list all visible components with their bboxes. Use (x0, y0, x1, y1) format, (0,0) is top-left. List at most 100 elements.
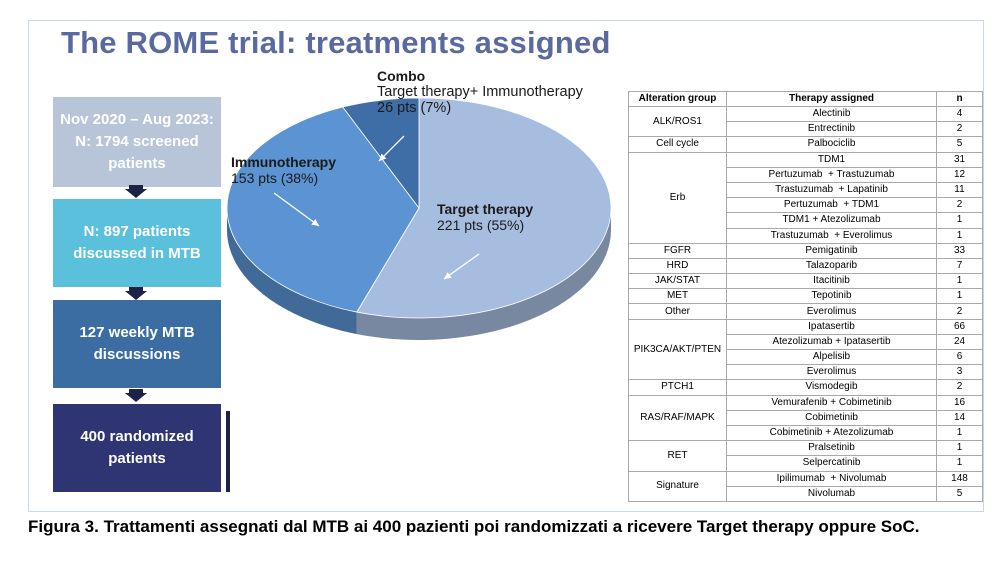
table-header-cell: Alteration group (628, 91, 727, 107)
pie-label-name: Combo (377, 68, 426, 84)
table-cell-group: RET (628, 440, 727, 472)
table-cell-n: 1 (936, 227, 983, 244)
table-cell-group: Erb (628, 151, 727, 244)
pie-label-value: Target therapy+ Immunotherapy 26 pts (7%… (377, 84, 583, 116)
table-cell-therapy: Tepotinib (726, 288, 937, 305)
pie-side-target-therapy (356, 208, 611, 340)
table-header-cell: n (936, 91, 983, 107)
table-cell-n: 31 (936, 151, 983, 168)
table-row: Other Everolimus 2 (628, 303, 983, 320)
flow-box-line: discussed in MTB (73, 245, 201, 262)
flow-box-screened: Nov 2020 – Aug 2023: N: 1794 screened pati… (53, 97, 221, 187)
table-cell-n: 1 (936, 440, 983, 457)
arrow-head-icon (311, 219, 319, 226)
table-cell-therapy: Ipatasertib (726, 318, 937, 335)
table-row: PTCH1 Vismodegib 2 (628, 379, 983, 396)
table-header-cell: Therapy assigned (726, 91, 937, 107)
table-cell-therapy: Alectinib (726, 105, 937, 123)
flow-box-line: patients (108, 155, 166, 172)
table-cell-group: PTCH1 (628, 379, 727, 396)
table-cell-therapy: Itacitinib (726, 273, 937, 290)
table-cell-n: 1 (936, 288, 983, 305)
figure-caption: Figura 3. Trattamenti assegnati dal MTB … (28, 517, 920, 536)
table-row: Erb TDM1 31 (628, 151, 983, 244)
table-cell-n: 12 (936, 166, 983, 183)
table-cell-therapy: Cobimetinib + Atezolizumab (726, 424, 937, 442)
table-cell-n: 5 (936, 485, 983, 502)
table-cell-n: 33 (936, 242, 983, 259)
table-cell-n: 6 (936, 348, 983, 366)
table-cell-group: FGFR (628, 242, 727, 259)
table-cell-therapy: Trastuzumab + Lapatinib (726, 181, 937, 199)
down-arrow-icon (125, 389, 147, 402)
table-cell-n: 1 (936, 273, 983, 290)
table-row: ALK/ROS1 Alectinib 4 (628, 105, 983, 138)
flow-box-line: 400 randomized (80, 428, 194, 445)
table-row: MET Tepotinib 1 (628, 288, 983, 305)
table-row: JAK/STAT Itacitinib 1 (628, 273, 983, 290)
table-cell-therapy: Everolimus (726, 303, 937, 320)
table-cell-n: 148 (936, 470, 983, 487)
table-row: RAS/RAF/MAPK Vemurafenib + Cobimetinib 16 (628, 394, 983, 442)
table-row: FGFR Pemigatinib 33 (628, 242, 983, 259)
flow-box-discussions: 127 weekly MTB discussions (53, 300, 221, 388)
slide-title: The ROME trial: treatments assigned (61, 25, 611, 60)
flow-box-line: patients (108, 450, 166, 467)
table-cell-therapy: TDM1 + Atezolizumab (726, 212, 937, 229)
table-cell-therapy: Pertuzumab + Trastuzumab (726, 166, 937, 183)
table-cell-therapy: Pertuzumab + TDM1 (726, 197, 937, 214)
table-row: Signature Ipilimumab + Nivolumab 148 (628, 470, 983, 502)
table-cell-therapy: Trastuzumab + Everolimus (726, 227, 937, 244)
pie-slice-immunotherapy (226, 106, 420, 313)
therapy-table: Alteration group Therapy assigned n ALK/RO… (628, 91, 983, 502)
table-cell-therapy: Vemurafenib + Cobimetinib (726, 394, 937, 411)
table-cell-n: 4 (936, 105, 983, 123)
table-cell-therapy: Selpercatinib (726, 455, 937, 472)
table-cell-therapy: Pemigatinib (726, 242, 937, 259)
table-header-row: Alteration group Therapy assigned n (628, 91, 983, 107)
table-cell-group: Cell cycle (628, 136, 727, 153)
table-cell-n: 11 (936, 181, 983, 199)
table-cell-therapy: Vismodegib (726, 379, 937, 396)
table-cell-group: Signature (628, 470, 727, 502)
table-row: Entrectinib 2 (629, 121, 983, 138)
table-cell-therapy: Pralsetinib (726, 440, 937, 457)
pie-label-name: Target therapy (437, 201, 534, 217)
table-cell-group: Other (628, 303, 727, 320)
flow-box-line: 127 weekly MTB (79, 324, 195, 341)
flow-box-line: N: 897 patients (83, 223, 191, 240)
table-cell-n: 2 (936, 197, 983, 214)
table-cell-group: MET (628, 288, 727, 305)
table-cell-therapy: Entrectinib (726, 121, 937, 138)
table-cell-therapy: Atezolizumab + Ipatasertib (726, 333, 937, 351)
flow-box-text: N: 897 patients discussed in MTB (73, 221, 201, 265)
pie-side-immunotherapy (227, 208, 357, 335)
table-row: RET Pralsetinib 1 (628, 440, 983, 472)
table-cell-therapy: Nivolumab (726, 485, 937, 502)
table-row: TDM1 + Atezolizumab 1 (629, 212, 983, 229)
table-cell-n: 5 (936, 136, 983, 153)
pie-chart (226, 97, 612, 340)
down-arrow-icon (125, 185, 147, 198)
table-row: PIK3CA/AKT/PTEN Ipatasertib 66 (628, 318, 983, 381)
pie-label-name: Immunotherapy (231, 154, 337, 170)
pie-label-target-therapy: Target therapy 221 pts (55%) (437, 201, 533, 233)
arrow-head-icon (379, 153, 387, 161)
table-cell-n: 2 (936, 121, 983, 138)
table-cell-n: 1 (936, 424, 983, 442)
pie-leader-line (273, 192, 320, 227)
table-row: Trastuzumab + Everolimus 1 (629, 227, 983, 244)
table-row: Cobimetinib 14 (629, 409, 983, 426)
flow-box-text: 127 weekly MTB discussions (79, 322, 194, 366)
pie-slice-target-therapy (356, 97, 612, 319)
table-cell-therapy: Talazoparib (726, 257, 937, 275)
table-cell-n: 16 (936, 394, 983, 411)
pie-label-combo: Combo Target therapy+ Immunotherapy 26 p… (377, 68, 583, 116)
table-cell-n: 66 (936, 318, 983, 335)
pie-label-value: 153 pts (38%) (231, 170, 319, 186)
table-cell-group: HRD (628, 257, 727, 275)
table-cell-group: ALK/ROS1 (628, 105, 727, 138)
table-cell-therapy: Alpelisib (726, 348, 937, 366)
table-cell-group: PIK3CA/AKT/PTEN (628, 318, 727, 381)
pie-slice-combo (342, 97, 420, 210)
